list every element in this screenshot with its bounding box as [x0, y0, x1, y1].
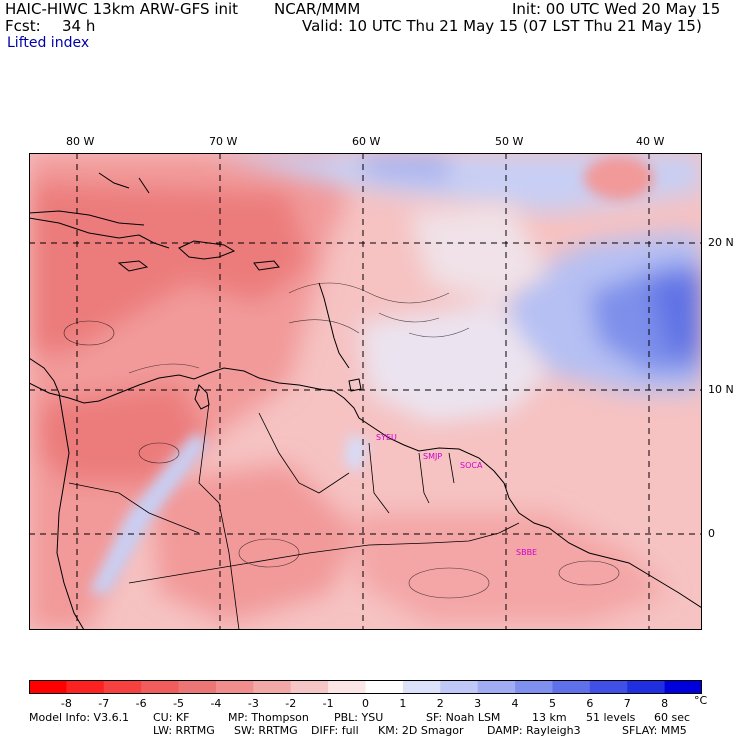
colorbar-tick-label: -4	[210, 697, 222, 710]
footer-levels: 51 levels	[586, 711, 636, 724]
colorbar-tick-label: 2	[436, 697, 444, 710]
footer-km: KM: 2D Smagor	[378, 724, 464, 737]
lon-label-70w: 70 W	[209, 135, 238, 148]
field-name: Lifted index	[7, 35, 90, 51]
contours	[63, 282, 620, 599]
colorbar-border	[29, 680, 702, 694]
colorbar-swatch	[664, 680, 702, 694]
colorbar-tick-label: 5	[548, 697, 556, 710]
colorbar	[29, 680, 702, 694]
colorbar-tick-label: -2	[285, 697, 297, 710]
colorbar-tick-label: 4	[511, 697, 519, 710]
footer-resolution: 13 km	[532, 711, 567, 724]
colorbar-tick-label: -3	[247, 697, 259, 710]
footer-lw: LW: RRTMG	[153, 724, 215, 737]
colorbar-swatch	[589, 680, 628, 694]
colorbar-tick-label: 7	[623, 697, 631, 710]
model-title: HAIC-HIWC 13km ARW-GFS init	[5, 0, 239, 18]
colorbar-swatch	[66, 680, 105, 694]
lat-label-equator: 0	[708, 527, 715, 540]
forecast-hour: 34 h	[62, 17, 96, 35]
colorbar-swatch	[253, 680, 292, 694]
lat-label-20n: 20 N	[708, 236, 734, 249]
valid-time: Valid: 10 UTC Thu 21 May 15 (07 LST Thu …	[302, 17, 702, 35]
footer-pbl: PBL: YSU	[334, 711, 384, 724]
org-label: NCAR/MMM	[274, 0, 361, 18]
lon-label-60w: 60 W	[352, 135, 381, 148]
coastlines	[29, 172, 702, 630]
footer-damp: DAMP: Rayleigh3	[487, 724, 581, 737]
lon-label-40w: 40 W	[636, 135, 665, 148]
colorbar-swatch	[103, 680, 142, 694]
colorbar-swatch	[515, 680, 553, 694]
colorbar-tick-label: -8	[60, 697, 72, 710]
colorbar-tick-label: 0	[362, 697, 369, 710]
footer-sw: SW: RRTMG	[234, 724, 298, 737]
colorbar-swatch	[141, 680, 180, 694]
colorbar-swatch	[440, 680, 479, 694]
lon-label-50w: 50 W	[495, 135, 524, 148]
station-syeu: SYEU	[376, 433, 397, 442]
colorbar-swatch	[178, 680, 217, 694]
station-sbbe: SBBE	[516, 548, 538, 557]
cool-north	[209, 153, 702, 213]
footer-diff: DIFF: full	[311, 724, 359, 737]
init-time: Init: 00 UTC Wed 20 May 15	[512, 0, 721, 18]
colorbar-swatch	[627, 680, 666, 694]
colorbar-swatch	[477, 680, 516, 694]
cool-east	[499, 233, 702, 393]
colorbar-tick-label: -5	[173, 697, 185, 710]
station-soca: SOCA	[460, 461, 483, 470]
colorbar-tick-label: 8	[661, 697, 669, 710]
lifted-index-map	[29, 153, 702, 630]
lon-label-80w: 80 W	[66, 135, 95, 148]
footer-cu: CU: KF	[153, 711, 190, 724]
station-smjp: SMJP	[423, 452, 443, 461]
colorbar-swatch	[290, 680, 329, 694]
colorbar-swatch	[215, 680, 254, 694]
forecast-label: Fcst:	[5, 17, 41, 35]
colorbar-tick-label: 6	[586, 697, 594, 710]
colorbar-tick-label: -7	[98, 697, 110, 710]
colorbar-swatch	[365, 680, 404, 694]
footer-sflay: SFLAY: MM5	[622, 724, 687, 737]
colorbar-swatch	[402, 680, 441, 694]
colorbar-tick-label: 1	[399, 697, 407, 710]
footer-timestep: 60 sec	[654, 711, 691, 724]
warm-blob-ne	[584, 156, 654, 200]
colorbar-swatch	[328, 680, 366, 694]
colorbar-tick-label: -6	[135, 697, 147, 710]
neutral-band	[359, 203, 549, 423]
colorbar-swatch	[552, 680, 591, 694]
lat-label-10n: 10 N	[708, 383, 734, 396]
colorbar-tick-label: -1	[322, 697, 334, 710]
colorbar-unit: °C	[694, 694, 708, 707]
warm-region	[29, 153, 669, 630]
footer-sf: SF: Noah LSM	[426, 711, 501, 724]
footer-mp: MP: Thompson	[228, 711, 309, 724]
colorbar-swatch	[29, 680, 67, 694]
footer-model-info: Model Info: V3.6.1	[29, 711, 130, 724]
colorbar-tick-label: 3	[474, 697, 482, 710]
graticule	[29, 153, 702, 630]
